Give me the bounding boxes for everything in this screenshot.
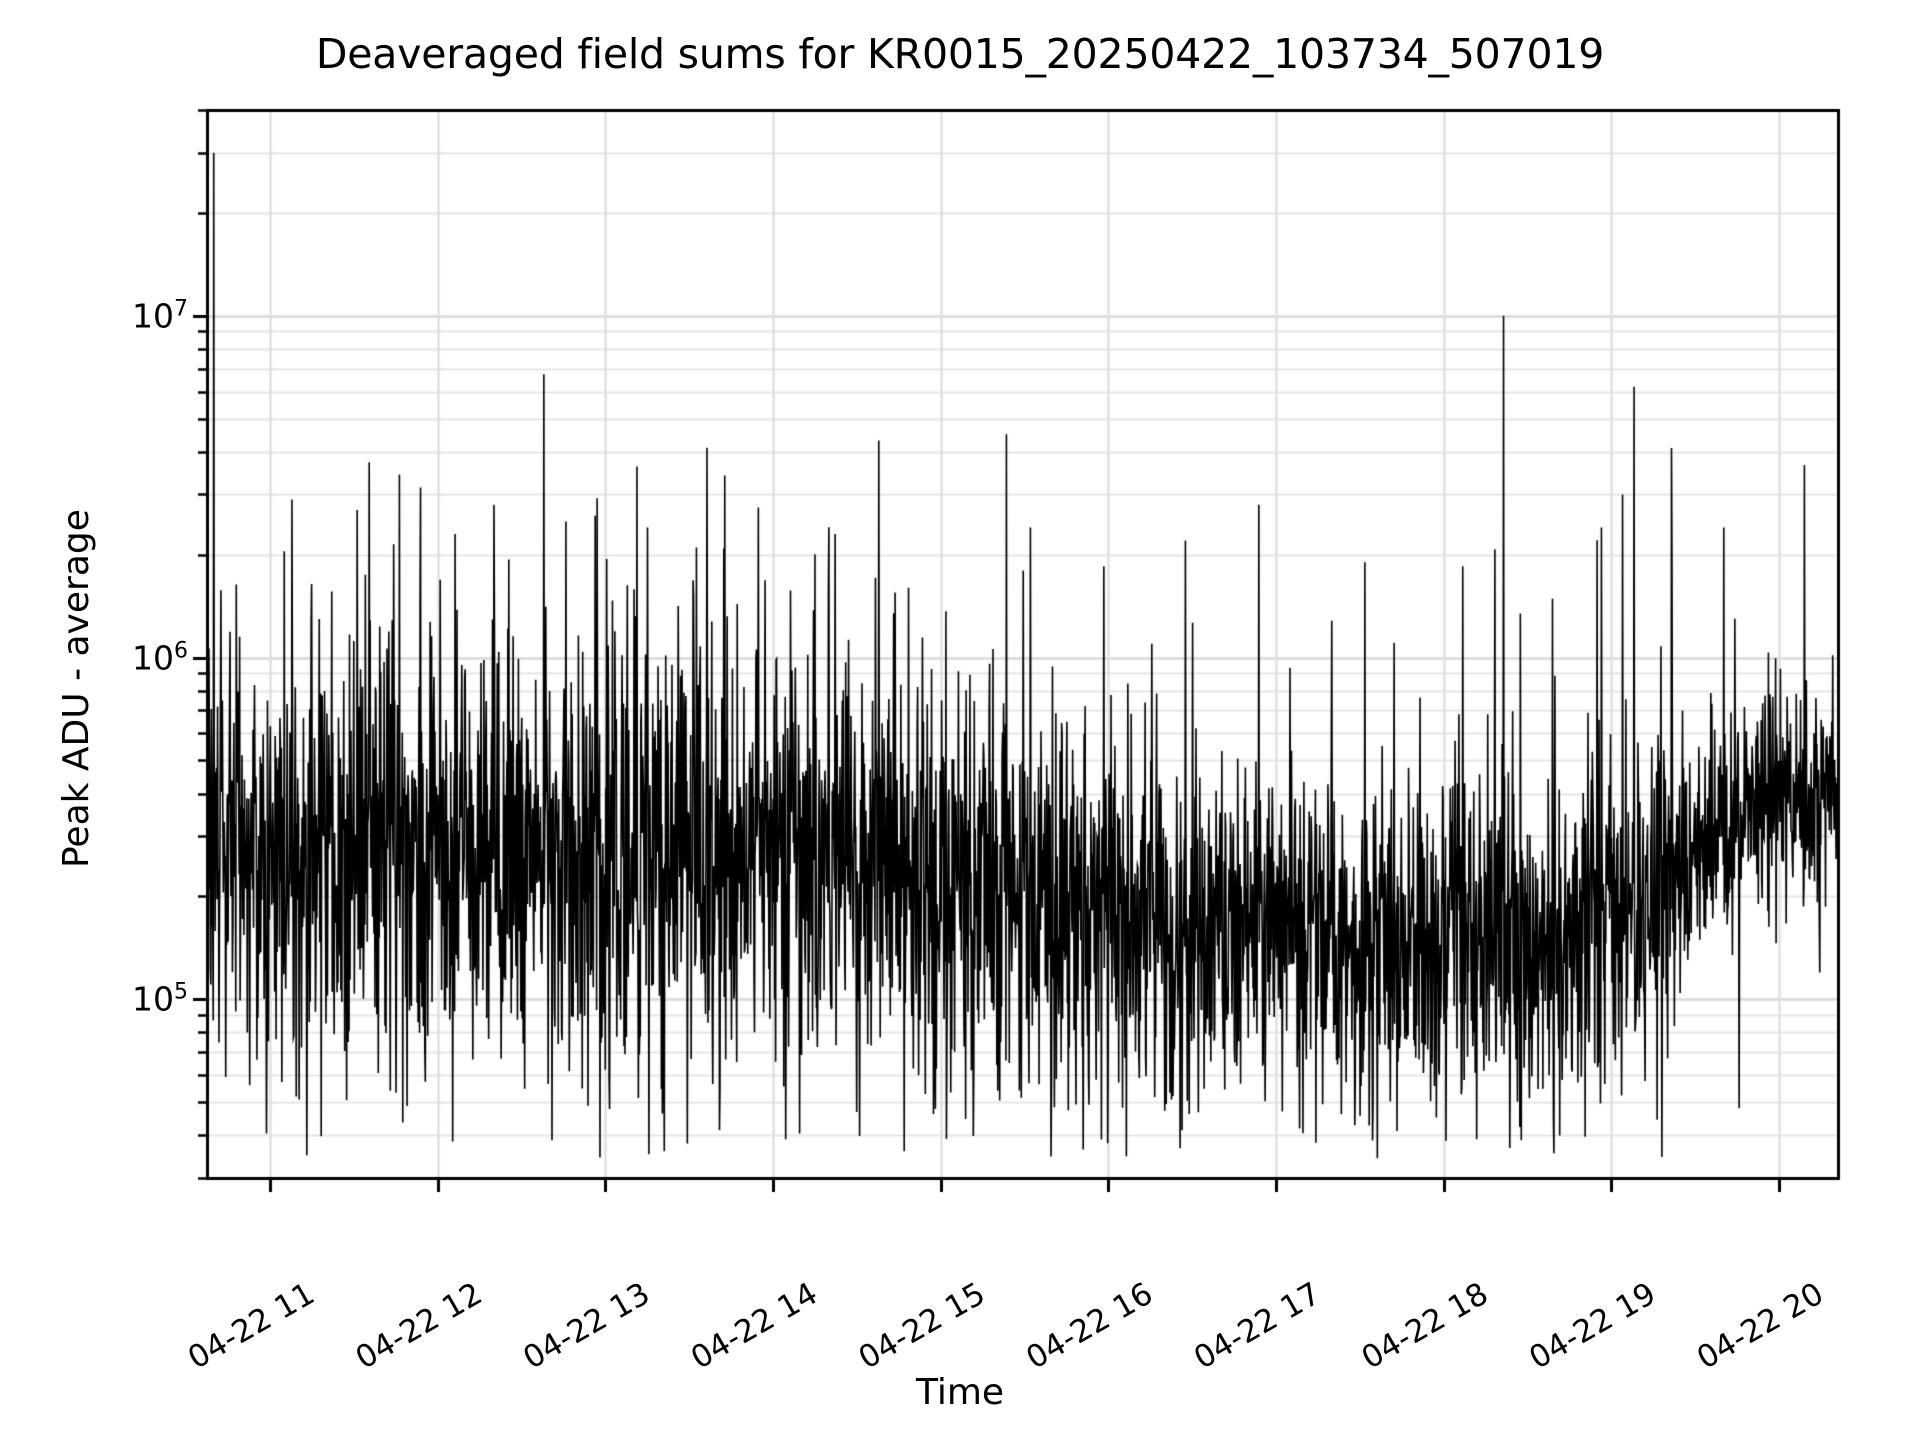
plot-canvas — [0, 0, 1920, 1440]
figure-container: Deaveraged field sums for KR0015_2025042… — [0, 0, 1920, 1440]
